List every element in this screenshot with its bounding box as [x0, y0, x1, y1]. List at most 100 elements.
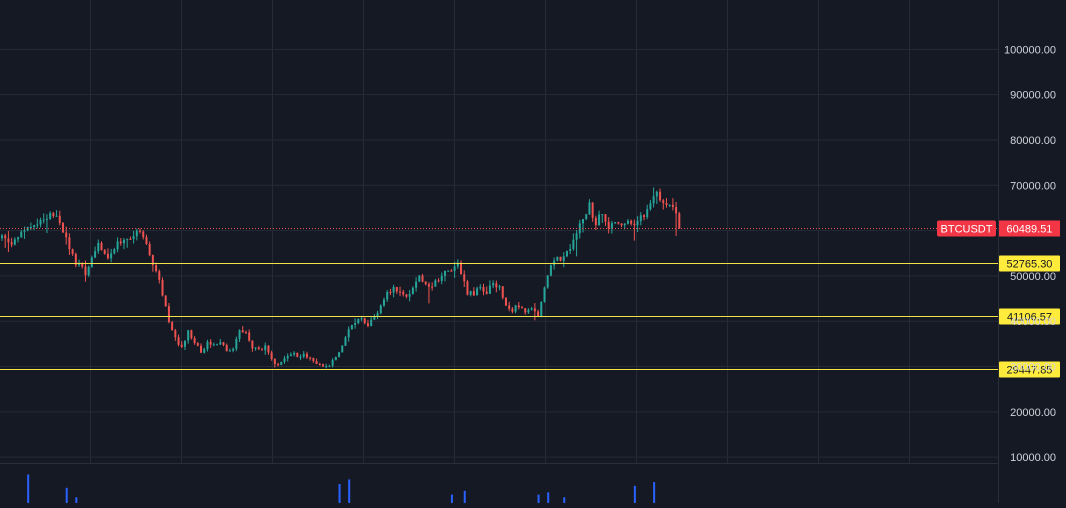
candle-body [222, 342, 225, 345]
candle [190, 329, 193, 340]
candle-body [58, 215, 61, 224]
level-label-bg [999, 361, 1060, 378]
candle [33, 224, 36, 231]
candle-body [10, 242, 13, 245]
candle-body [264, 345, 267, 351]
candle [582, 219, 585, 233]
candle [415, 277, 418, 292]
candle-body [235, 338, 238, 349]
candle-body [145, 237, 148, 244]
horizontal-levels[interactable]: 52765.30 41106.57 29447.85 [0, 255, 1060, 378]
candle [617, 221, 620, 225]
candle-body [546, 275, 549, 288]
candle [598, 210, 601, 226]
candle-body [328, 365, 331, 367]
candle [280, 361, 283, 366]
candle-body [87, 266, 90, 276]
candle [379, 304, 382, 315]
candle [302, 351, 305, 359]
candle [450, 269, 453, 272]
candle [293, 351, 296, 357]
candle [594, 215, 597, 230]
candle-body [65, 232, 68, 238]
candle-body [103, 250, 106, 254]
candle-body [219, 342, 222, 345]
candle [58, 210, 61, 226]
price-axis[interactable]: 10000.00 20000.00 30000.00 40000.00 50000.00… [1004, 44, 1056, 464]
candle [636, 216, 639, 233]
candle [402, 289, 405, 297]
candle-body [386, 291, 389, 300]
candle-body [283, 358, 286, 362]
candle-body [84, 266, 87, 276]
candle-body [626, 220, 629, 224]
candle-body [492, 283, 495, 286]
candle-body [527, 309, 530, 313]
candle [427, 282, 430, 304]
candle [443, 270, 446, 282]
candle-body [472, 291, 475, 296]
candle-body [402, 291, 405, 295]
candle [540, 301, 543, 318]
candle-body [55, 215, 58, 217]
candle [399, 286, 402, 297]
candle-body [228, 350, 231, 352]
candle-body [437, 280, 440, 282]
candle [549, 264, 552, 277]
candle-body [399, 291, 402, 293]
candle-body [52, 213, 55, 217]
candle-body [623, 223, 626, 226]
candle-body [158, 271, 161, 280]
candle-body [421, 275, 424, 282]
candle-body [129, 238, 132, 240]
last-price-label: 60489.51 [1007, 224, 1053, 236]
candle [655, 190, 658, 205]
candle [350, 324, 353, 330]
candle [678, 211, 681, 229]
candle-body [453, 266, 456, 272]
candle [17, 236, 20, 243]
candle-body [630, 220, 633, 224]
candle [122, 237, 125, 250]
candle [261, 347, 264, 351]
candle [155, 262, 158, 273]
candle-body [569, 249, 572, 251]
candle [607, 217, 610, 234]
candle-body [315, 361, 318, 365]
candle [148, 241, 151, 257]
candle-body [382, 299, 385, 306]
candle-body [13, 239, 16, 245]
candle [177, 334, 180, 347]
candle [10, 237, 13, 248]
volume-bar [547, 492, 550, 503]
candle-body [23, 230, 26, 232]
candle [472, 287, 475, 297]
candle-body [74, 254, 77, 266]
candle-body [90, 257, 93, 267]
horizontal-level[interactable]: 41106.57 [0, 308, 1060, 325]
horizontal-level[interactable]: 52765.30 [0, 255, 1060, 272]
volume-bars [27, 474, 656, 503]
candle [559, 256, 562, 262]
candle-body [617, 222, 620, 224]
candle-body [244, 332, 247, 334]
horizontal-level[interactable]: 29447.85 [0, 361, 1060, 378]
candle [52, 211, 55, 218]
candle-body [296, 352, 299, 357]
candle [370, 316, 373, 327]
candle [203, 347, 206, 354]
candle-body [305, 353, 308, 358]
candle-body [636, 221, 639, 226]
candle-body [443, 270, 446, 276]
candle-body [267, 345, 270, 353]
candle [482, 283, 485, 296]
candle [492, 280, 495, 289]
candle [87, 265, 90, 277]
candle [299, 354, 302, 361]
candle-body [42, 219, 45, 221]
candle-body [379, 305, 382, 314]
candle [1, 233, 3, 241]
candle [74, 252, 77, 268]
